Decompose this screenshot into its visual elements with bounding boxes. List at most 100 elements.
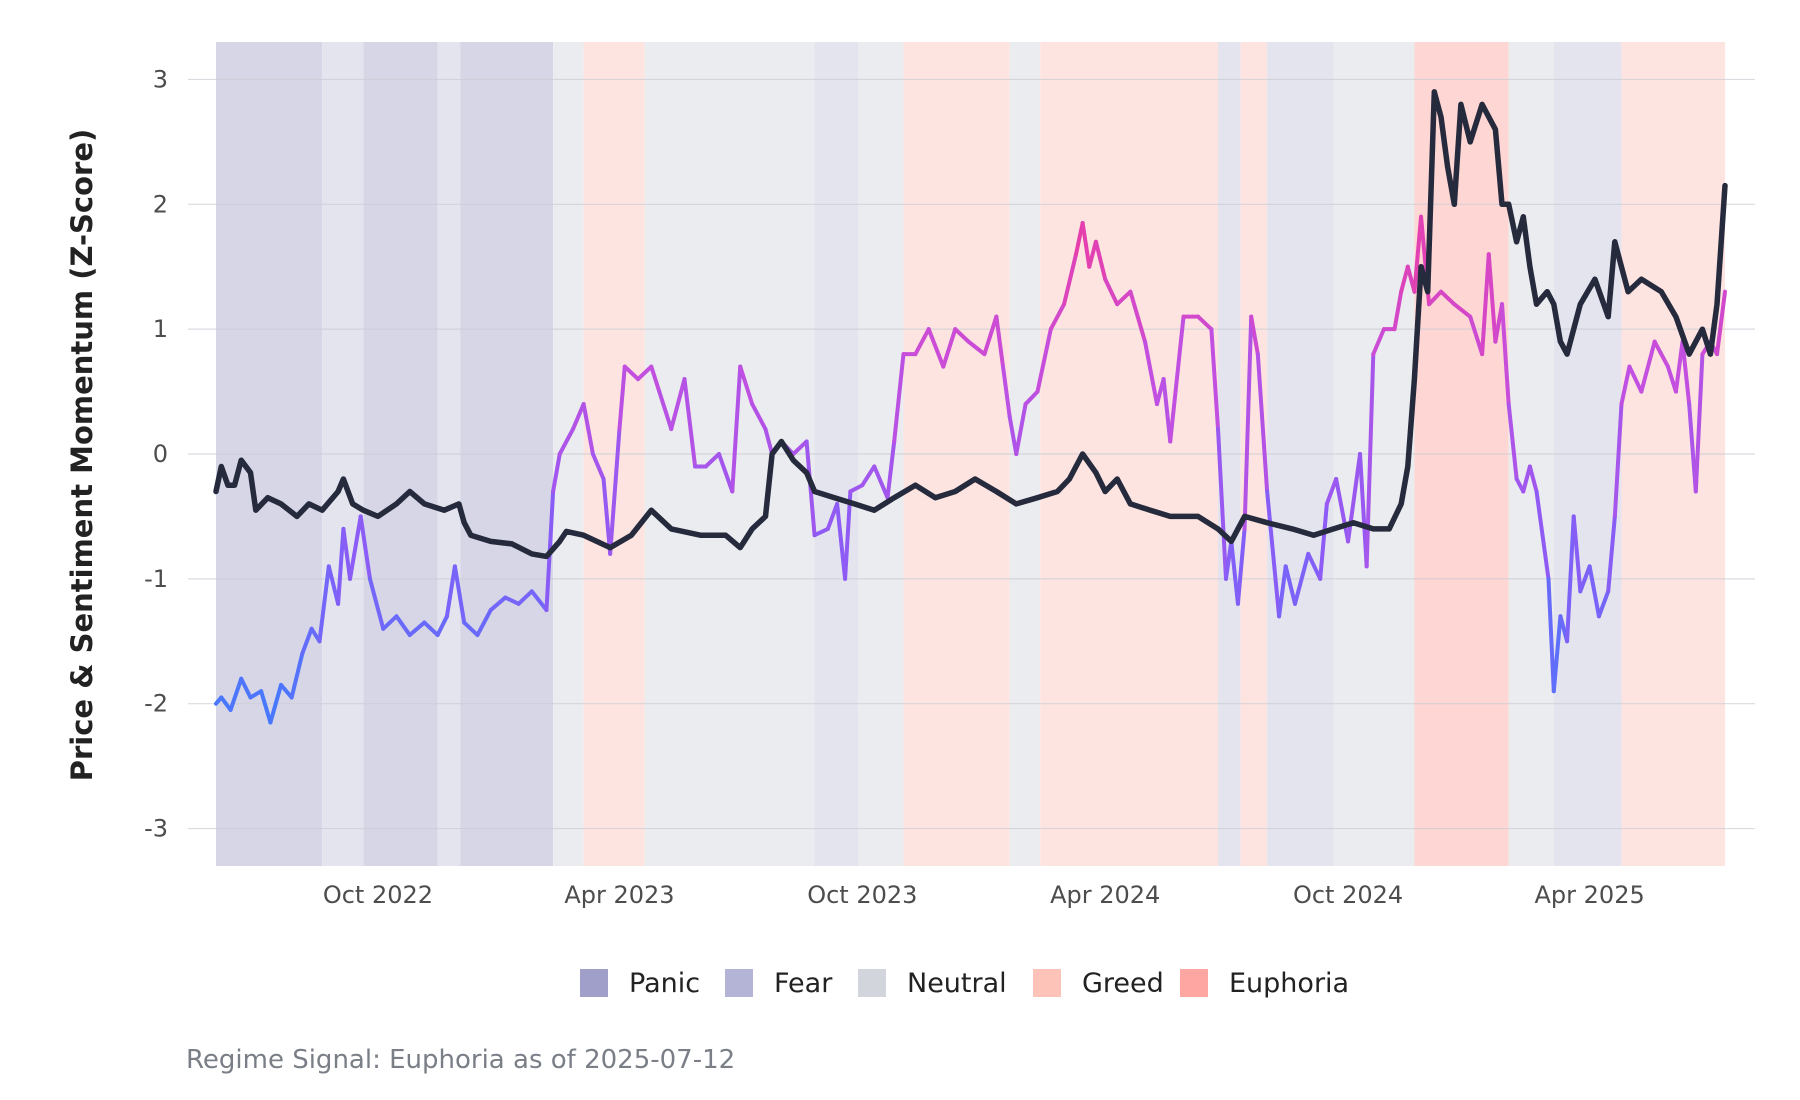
y-tick-label: 2 [153, 190, 168, 218]
sentiment-line-segment [1571, 514, 1583, 594]
sentiment-line-segment [872, 464, 890, 500]
sentiment-line-segment [1652, 339, 1670, 369]
sentiment-line-segment [1680, 339, 1692, 407]
sentiment-line-segment [367, 576, 386, 631]
sentiment-line-segment [1546, 576, 1556, 694]
sentiment-line-segment [259, 689, 273, 725]
sentiment-line-segment [885, 439, 897, 500]
sentiment-line-segment [649, 364, 662, 394]
x-tick-label: Oct 2023 [807, 881, 917, 909]
sentiment-line-segment [551, 452, 562, 494]
sentiment-line-segment [1283, 564, 1297, 606]
sentiment-line-segment [1235, 526, 1247, 606]
sentiment-line-segment [1334, 476, 1351, 544]
sentiment-line-segment [1486, 252, 1498, 344]
y-tick-label: -3 [144, 815, 168, 843]
sentiment-line-segment [1619, 364, 1632, 407]
sentiment-line-segment [1277, 564, 1288, 619]
sentiment-line-segment [462, 620, 480, 638]
sentiment-line-segment [669, 377, 687, 432]
x-tick-label: Oct 2022 [323, 881, 433, 909]
sentiment-line-segment [336, 526, 346, 606]
sentiment-line-segment [239, 676, 253, 700]
sentiment-line-segment [1143, 339, 1159, 407]
legend-swatch [580, 969, 608, 997]
sentiment-line-segment [1318, 501, 1329, 581]
sentiment-line-segment [1551, 614, 1563, 694]
y-tick-label: -1 [144, 565, 168, 593]
sentiment-line-segment [1364, 352, 1376, 569]
sentiment-line-segment [571, 402, 586, 432]
sentiment-line-segment [1596, 589, 1611, 619]
sentiment-line-segment [1627, 364, 1644, 394]
sentiment-line-segment [1001, 364, 1012, 419]
sentiment-line-segment [617, 364, 627, 432]
sentiment-line-segment [1412, 214, 1424, 294]
legend-label: Panic [629, 968, 700, 999]
sentiment-line-segment [529, 589, 549, 613]
price-series [213, 89, 1728, 560]
y-axis-label: Price & Sentiment Momentum (Z-Score) [65, 129, 99, 782]
sentiment-line-segment [982, 314, 999, 357]
sentiment-line-segment [1392, 289, 1404, 332]
y-axis-ticks: 3 2 1 0 -1 -2 -3 [144, 65, 168, 842]
sentiment-line-segment [1023, 389, 1040, 407]
sentiment-line-segment [953, 327, 971, 344]
sentiment-line-segment [1639, 339, 1657, 394]
legend-swatch [858, 969, 886, 997]
sentiment-line-segment [703, 452, 721, 469]
sentiment-line-segment [622, 364, 641, 382]
legend-swatch [725, 969, 753, 997]
sentiment-line-segment [1578, 564, 1592, 594]
sentiment-line-segment [1249, 314, 1260, 357]
sentiment-line-segment [966, 339, 987, 357]
sentiment-line-segment [1715, 289, 1727, 357]
sentiment-line-segment [791, 439, 809, 456]
legend: Panic Fear Neutral Greed Euphoria [580, 968, 1349, 999]
sentiment-line-segment [435, 614, 449, 638]
sentiment-line-segment [358, 514, 372, 581]
legend-swatch [1180, 969, 1208, 997]
sentiment-series [214, 214, 1727, 725]
sentiment-line-segment [1196, 314, 1214, 332]
sentiment-line-segment [1080, 221, 1092, 269]
sentiment-line-segment [590, 452, 606, 481]
sentiment-line-segment [682, 377, 698, 469]
sentiment-line-segment [1168, 314, 1186, 444]
x-tick-label: Apr 2025 [1535, 881, 1645, 909]
x-tick-label: Apr 2023 [564, 881, 674, 909]
sentiment-line-segment [1399, 264, 1410, 294]
sentiment-line-segment [1371, 327, 1386, 357]
sentiment-line-segment [1087, 239, 1098, 269]
sentiment-line-segment [860, 464, 877, 488]
sentiment-line-segment [488, 595, 508, 613]
sentiment-line-segment [279, 682, 294, 700]
sentiment-line-segment [1427, 289, 1443, 307]
sentiment-line-segment [1209, 327, 1221, 432]
sentiment-line-segment [317, 564, 331, 644]
sentiment-line-segment [1324, 476, 1339, 506]
sentiment-line-segment [1527, 464, 1539, 494]
sentiment-line-segment [657, 389, 674, 432]
sentiment-line-segment [730, 364, 743, 494]
sentiment-line-segment [407, 620, 427, 638]
x-tick-label: Oct 2024 [1293, 881, 1403, 909]
sentiment-line-segment [1612, 402, 1624, 519]
sentiment-line-segment [1452, 302, 1473, 319]
sentiment-line-segment [717, 452, 735, 494]
sentiment-line-segment [581, 402, 595, 456]
sentiment-line-segment [994, 314, 1006, 369]
sentiment-line-segment [1693, 352, 1705, 494]
sentiment-line-segment [1216, 427, 1228, 581]
sentiment-line-segment [348, 514, 363, 581]
sentiment-line-segment [1606, 514, 1617, 594]
sentiment-line-segment [381, 614, 399, 631]
sentiment-line-segment [1255, 352, 1270, 494]
x-axis-ticks: Oct 2022 Apr 2023 Oct 2023 Apr 2024 Oct 2024… [323, 881, 1645, 909]
sentiment-line-segment [289, 651, 305, 700]
sentiment-line-segment [1161, 377, 1173, 444]
y-tick-label: 3 [153, 65, 168, 93]
sentiment-line-segment [1115, 289, 1133, 307]
sentiment-line-segment [1521, 464, 1532, 494]
sentiment-line-segment [1534, 489, 1551, 581]
